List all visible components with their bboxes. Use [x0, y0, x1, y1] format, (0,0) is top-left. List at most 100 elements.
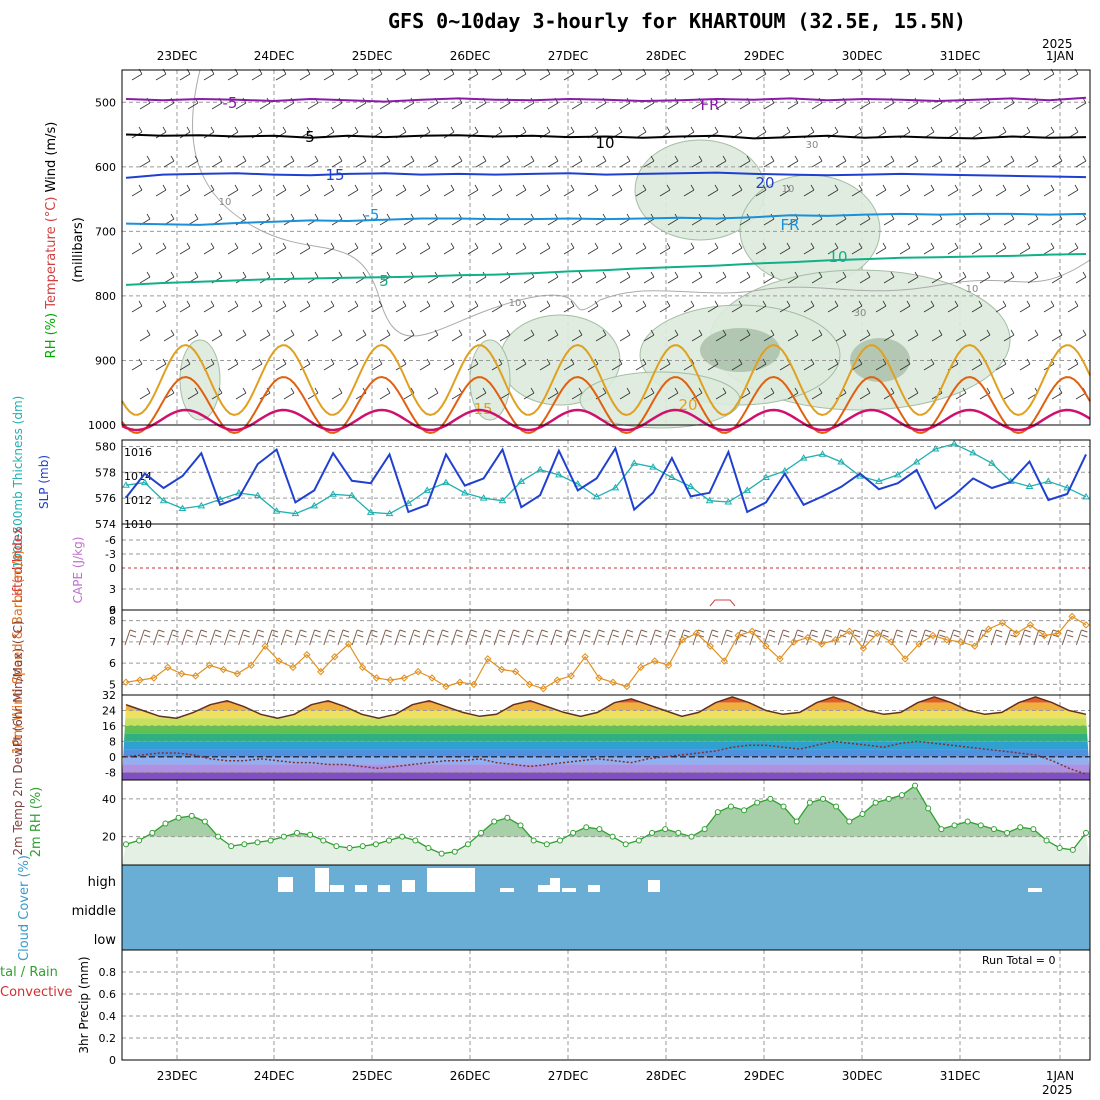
wind-barb: [1003, 97, 1015, 110]
wind-barb: [1075, 213, 1087, 226]
wind-barb: [907, 271, 919, 284]
wind-barb: [707, 68, 719, 81]
wind-barb: [611, 68, 623, 81]
wind-speed-point: [330, 653, 339, 661]
wind-barb: [251, 184, 263, 197]
dewpoint-line: [125, 740, 1087, 775]
wind-speed-point: [428, 674, 436, 682]
rh2m-point: [780, 803, 787, 810]
rh2m-point: [938, 826, 945, 833]
wind-barb: [564, 629, 577, 646]
thickness-point: [235, 489, 243, 496]
thickness-point: [178, 504, 187, 511]
temp-band: [122, 710, 1090, 719]
thickness-ylabel: 1000-500mb Thickness (dm): [11, 396, 25, 569]
wind-barb: [691, 387, 703, 400]
wind-barb: [539, 184, 551, 197]
wind-barb: [667, 387, 679, 400]
rh2m-point: [872, 799, 879, 806]
wind-barb: [755, 300, 767, 313]
wind-barb: [571, 387, 583, 400]
lifted-marker: [709, 599, 736, 607]
wind-speed-point: [790, 638, 798, 646]
contour-label: -5: [365, 206, 380, 224]
wind-barb: [827, 68, 839, 81]
wind-barb: [522, 629, 534, 646]
wind-barb: [139, 387, 151, 400]
date-label-bottom: 26DEC: [450, 1069, 490, 1083]
wind-barb: [211, 329, 223, 342]
wind-barb: [979, 213, 991, 226]
wind-barb: [467, 242, 479, 255]
thickness-point: [724, 498, 733, 505]
wind-barb: [131, 126, 143, 139]
wind-tick: 5: [109, 678, 116, 691]
wind-barb: [238, 629, 250, 646]
rh2m-point: [359, 843, 366, 850]
wind-barb: [791, 629, 804, 646]
wind-barb: [739, 155, 751, 168]
temp-tick: 24: [102, 704, 116, 717]
cloud-level-label: high: [88, 875, 116, 890]
wind-barb: [163, 329, 175, 342]
wind-speed-point: [358, 663, 367, 672]
wind-barb: [347, 184, 359, 197]
thickness-point: [592, 492, 601, 500]
wind-barb: [1051, 329, 1063, 342]
wind-speed-point: [136, 676, 144, 684]
wind-speed-point: [581, 653, 589, 661]
wind-barb: [947, 68, 959, 81]
wind-barb: [899, 300, 911, 313]
lifted-cape-panel: -6-30 3 6 Lifted Index CAPE (J/kg): [11, 523, 1091, 617]
temp2m-panel: 32 24 16 8 0 -8 2m Temp 2m DewPt (6hr Min/Max)…: [11, 620, 1091, 856]
wind-barb: [763, 329, 775, 342]
wind-barb: [777, 629, 790, 646]
thickness-point: [573, 479, 582, 487]
rh2m-point: [583, 824, 590, 831]
rh2m-point: [228, 843, 235, 850]
wind-barb: [659, 300, 671, 313]
rh2m-point: [254, 839, 261, 846]
rh2m-point: [399, 833, 406, 840]
low-level-temp-contour: [121, 343, 1091, 417]
wind-barb: [203, 300, 215, 313]
wind-barb: [587, 68, 599, 81]
rh2m-point: [188, 812, 195, 819]
wind-speed-point: [734, 631, 742, 640]
date-label-bottom: 1JAN: [1046, 1069, 1074, 1083]
cloud-gap: [402, 880, 415, 892]
wind-barb: [859, 387, 871, 400]
wind-barb: [995, 358, 1007, 371]
wind-barb: [899, 68, 911, 81]
thickness-point: [310, 501, 319, 509]
thickness-point: [611, 483, 620, 491]
wind-barb: [139, 155, 151, 168]
wind-barb: [563, 242, 575, 255]
wind-barb: [259, 329, 271, 342]
rh2m-point: [754, 799, 761, 806]
wind-barb: [971, 300, 983, 313]
thickness-point: [837, 457, 846, 465]
pressure-tick: 600: [95, 161, 116, 174]
wind-barb: [907, 387, 919, 400]
wind-barb: [275, 242, 287, 255]
wind-barb: [763, 155, 775, 168]
contour-label: -5: [223, 94, 238, 112]
wind-speed-point: [205, 661, 214, 669]
wind-barb: [331, 155, 343, 168]
thickness-point: [517, 477, 526, 484]
rh2m-point: [846, 818, 853, 825]
thickness-point: [291, 509, 300, 517]
wind-barb: [275, 358, 287, 371]
wind-speed-point: [553, 676, 562, 684]
rh-tick: 40: [102, 793, 116, 806]
low-level-temp-contour: [121, 408, 1091, 432]
thickness-point: [159, 496, 168, 504]
wind-barb: [203, 184, 215, 197]
rh2m-point: [570, 829, 577, 836]
rh2m-point: [596, 826, 603, 833]
cloud-gap: [538, 885, 550, 892]
thickness-point: [987, 459, 996, 466]
grid-lines: [176, 70, 1061, 1060]
